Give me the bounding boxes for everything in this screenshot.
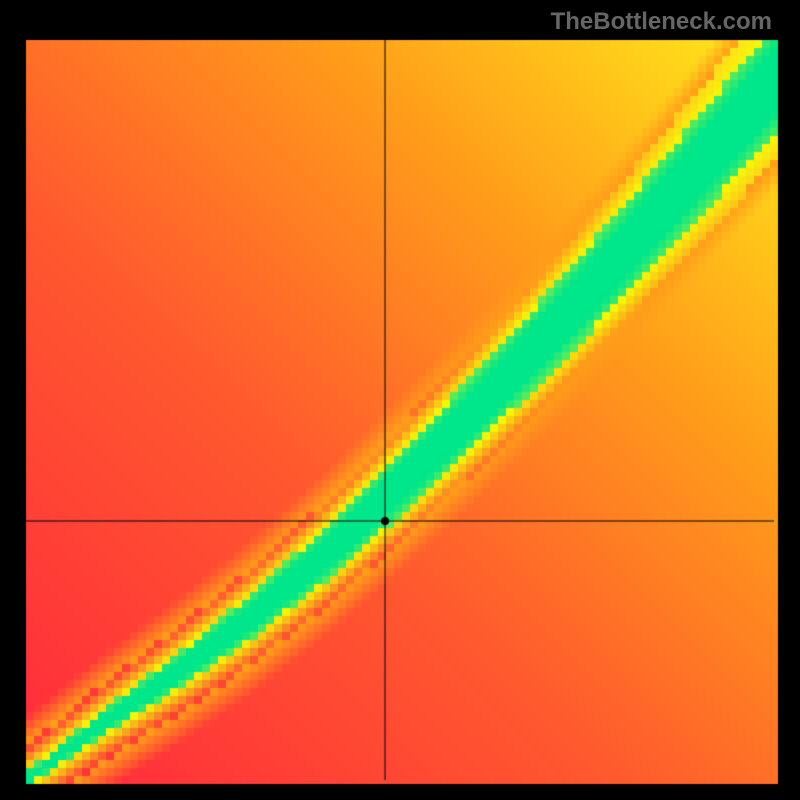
- heatmap-canvas: [0, 0, 800, 800]
- watermark-text: TheBottleneck.com: [551, 8, 772, 36]
- chart-container: TheBottleneck.com: [0, 0, 800, 800]
